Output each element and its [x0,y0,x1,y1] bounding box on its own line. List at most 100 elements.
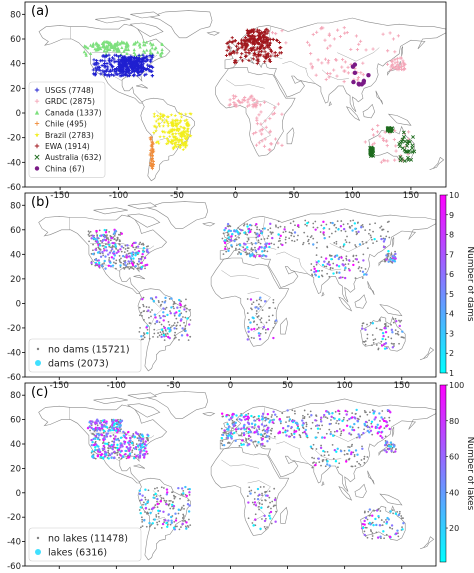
data-point [124,260,127,262]
panel-label: (c) [31,385,48,400]
data-point [263,519,267,523]
data-point [388,416,391,419]
data-point [402,134,406,139]
data-point [136,245,140,248]
data-point [386,126,391,131]
data-point [259,242,262,245]
data-point [84,51,88,56]
data-point [238,100,242,105]
data-point [343,31,347,35]
data-point [169,139,174,144]
data-point [383,427,386,430]
data-point [132,444,135,447]
data-point [312,443,315,446]
data-point [341,276,344,279]
data-point [181,522,184,526]
data-point [242,415,246,419]
data-point [100,44,105,49]
data-point [396,529,399,532]
data-point [146,58,150,62]
data-point [118,60,122,64]
data-point [177,512,180,515]
data-point [103,228,106,232]
data-point [243,248,246,251]
data-point [328,72,332,76]
data-point [146,500,149,504]
data-point [154,487,156,490]
data-point [120,250,123,253]
data-point [156,523,159,526]
data-point [105,61,109,66]
data-point [274,497,277,499]
data-point [320,454,323,457]
data-point [91,44,95,48]
colorbar-tick-label: 5 [449,290,454,299]
data-point [373,410,376,413]
data-point [107,449,110,452]
data-point [188,493,191,496]
data-point [396,60,400,64]
data-point [173,520,176,523]
data-point [160,328,164,331]
data-point [251,243,254,246]
data-point [356,436,358,439]
data-point [130,65,134,70]
data-point [90,422,93,426]
data-point [319,418,322,421]
data-point [97,261,101,265]
data-point [98,428,101,431]
data-point [315,30,319,34]
data-point [230,235,233,238]
data-point [246,298,249,300]
data-point [95,46,99,50]
data-point [178,145,183,150]
data-point [352,219,355,222]
data-point [330,257,333,261]
data-point [138,509,141,511]
data-point [156,139,160,143]
data-point [116,438,120,441]
data-point [278,430,281,434]
data-point [235,248,237,251]
data-point [388,526,391,529]
data-point [235,414,238,417]
data-point [175,311,178,314]
data-point [224,245,227,248]
data-point [142,501,145,504]
data-point [394,250,396,253]
data-point [179,324,182,327]
data-point [380,237,383,241]
data-point [154,128,158,133]
data-point [333,430,336,433]
data-point [143,73,147,77]
data-point [338,412,341,415]
data-point [238,444,241,447]
data-point [305,433,308,436]
data-point [308,416,311,418]
data-point [322,220,325,224]
data-point [182,516,184,519]
data-point [108,256,111,259]
data-point [102,70,107,74]
data-point [284,429,287,432]
data-point [128,452,132,455]
y-tick-label: 40 [10,60,21,70]
data-point [125,63,129,67]
data-point [268,512,271,514]
data-point [268,242,271,246]
data-point [94,68,99,72]
data-point [372,141,376,145]
data-point [351,443,353,446]
data-point [328,235,331,238]
data-point [156,117,161,121]
data-point [223,228,226,232]
data-point [263,485,265,488]
data-point [249,436,252,438]
data-point [375,344,378,346]
data-point [183,145,188,149]
coastline-iceland [202,411,216,417]
data-point [171,123,175,128]
data-point [379,328,382,331]
data-point [260,438,264,441]
